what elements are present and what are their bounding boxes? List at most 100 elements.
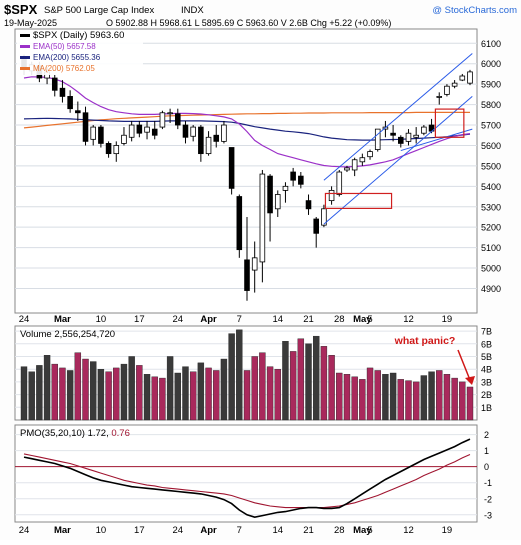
volume-bar	[382, 374, 389, 421]
volume-bar	[405, 380, 412, 421]
volume-bar	[66, 370, 74, 421]
volume-bar	[59, 367, 66, 421]
volume-bar	[174, 372, 181, 421]
volume-bar	[74, 352, 82, 421]
volume-bar	[43, 355, 51, 421]
volume-bar	[97, 368, 105, 421]
x-tick-label: 12	[403, 314, 414, 325]
channel-upper-line	[323, 53, 473, 181]
legend-swatch-ema200	[20, 56, 30, 59]
pmo-title: PMO(35,20,10) 1.72, 0.76	[20, 428, 130, 439]
x-tick-label: 28	[334, 314, 345, 325]
volume-bar	[159, 377, 166, 421]
pmo-panel-frame	[14, 424, 478, 523]
volume-bar	[20, 366, 28, 421]
candle-body	[59, 87, 66, 97]
candle-body	[421, 126, 427, 134]
volume-bar	[343, 374, 351, 421]
price-tick-label: 5900	[481, 80, 501, 90]
candle-body	[213, 134, 220, 142]
legend-background	[17, 31, 143, 75]
volume-bar	[128, 356, 135, 421]
volume-bar	[213, 370, 220, 421]
pmo-title-signal: 0.76	[111, 428, 130, 439]
candle-body	[105, 143, 112, 155]
volume-bar	[220, 358, 228, 421]
chart-exchange: INDX	[181, 5, 204, 16]
candle-body	[151, 128, 158, 136]
channel-lower-line	[323, 96, 473, 225]
candle-body	[298, 175, 304, 185]
candle-body	[321, 208, 327, 226]
ema200-line	[23, 117, 471, 141]
candle-body	[374, 128, 381, 150]
x-tick-label: 24	[19, 314, 30, 325]
volume-title: Volume 2,556,254,720	[20, 329, 115, 340]
volume-axis-labels: 1B 2B 3B 4B 5B 6B 7B	[481, 327, 492, 413]
x-tick-label: Mar	[54, 525, 71, 536]
candle-body	[336, 171, 343, 195]
price-tick-label: 6100	[481, 39, 501, 49]
volume-bar	[28, 371, 35, 421]
volume-bar	[443, 374, 451, 421]
pmo-axis-labels: 2 1 0 -1 -2 -3	[484, 430, 492, 520]
price-tick-label: 5300	[481, 202, 501, 212]
volume-bar	[389, 372, 397, 421]
volume-bar	[113, 367, 120, 421]
candle-body	[144, 126, 150, 133]
price-legend: $SPX (Daily) 5963.60 EMA(50) 5657.58 EMA…	[17, 30, 143, 75]
chart-date: 19-May-2025	[4, 18, 57, 28]
volume-bar	[266, 366, 274, 421]
candle-body	[305, 200, 312, 210]
pmo-tick-label: 1	[484, 446, 489, 456]
x-tick-label: 21	[303, 314, 314, 325]
volume-bar	[289, 351, 297, 421]
pmo-signal-line	[23, 453, 471, 509]
candle-body	[282, 185, 289, 191]
x-tick-label: 10	[96, 525, 107, 536]
volume-bar	[251, 356, 258, 421]
candle-body	[182, 124, 189, 138]
volume-bar	[274, 368, 281, 421]
volume-bar	[328, 355, 335, 421]
x-tick-label: 12	[403, 525, 414, 536]
candle-body	[228, 147, 235, 189]
volume-bar	[374, 370, 381, 421]
volume-bars	[20, 329, 474, 421]
price-tick-label: 5800	[481, 100, 501, 110]
chart-symbol: $SPX	[4, 2, 38, 17]
x-tick-label: 5	[367, 314, 372, 325]
volume-bar	[36, 365, 43, 421]
pmo-tick-label: 2	[484, 430, 489, 440]
x-tick-label: Apr	[200, 314, 217, 325]
candle-body	[398, 136, 404, 144]
candle-body	[413, 134, 419, 138]
volume-bar	[320, 346, 328, 421]
x-tick-label: 5	[367, 525, 372, 536]
annotation-arrow	[457, 349, 471, 381]
volume-bar	[182, 366, 189, 421]
volume-bar	[451, 377, 458, 421]
volume-bar	[166, 356, 174, 421]
legend-swatch-price	[20, 34, 30, 37]
volume-bar	[143, 374, 151, 421]
pmo-title-label: PMO(35,20,10) 1.72,	[20, 428, 109, 439]
candle-body	[244, 259, 250, 291]
volume-bar	[428, 371, 435, 421]
volume-bar	[313, 335, 320, 421]
candle-body	[136, 124, 143, 134]
price-axis-labels: 4900 5000 5100 5200 5300 5400 5500 5600 5700 5800…	[481, 39, 501, 294]
volume-bar	[305, 343, 312, 421]
candle-body	[251, 257, 258, 271]
volume-bar	[466, 386, 474, 421]
price-tick-label: 5100	[481, 243, 501, 253]
ema50-line	[23, 76, 471, 168]
volume-tick-label: 7B	[481, 327, 492, 337]
candle-body	[113, 145, 120, 155]
candle-body	[90, 126, 96, 140]
price-tick-label: 6000	[481, 59, 501, 69]
candle-body	[190, 126, 196, 137]
